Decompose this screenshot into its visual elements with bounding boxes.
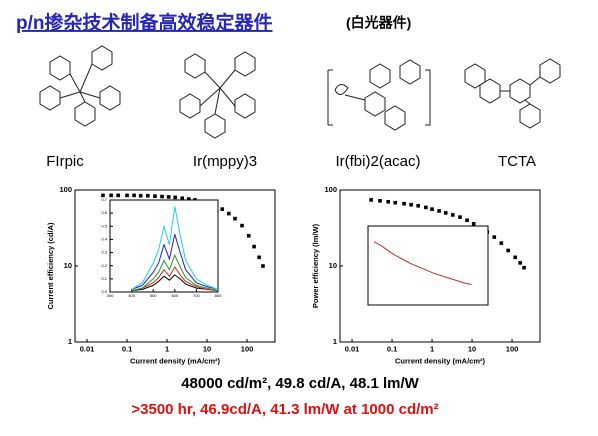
slide-title: p/n掺杂技术制备高效稳定器件 [16,11,273,34]
y-axis-label: Current efficiency (cd/A) [46,222,55,310]
data-point [116,193,120,198]
slide-subtitle: (白光器件) [346,15,411,31]
y-tick-label: 1 [68,337,72,346]
inset-frame [367,225,489,306]
data-point [369,198,373,202]
data-line [131,234,219,290]
data-point [458,215,462,219]
data-point [522,265,526,270]
data-line [131,266,219,292]
data-point [518,261,523,265]
y-tick-label: 0.6 [101,210,107,215]
molecule-label: Ir(fbi)2(acac) [335,153,420,170]
y-tick-label: 10 [64,261,72,270]
data-line [131,274,219,292]
data-point [378,199,382,203]
x-tick-label: 800 [215,293,222,298]
data-point [402,201,406,206]
data-point [187,197,191,201]
data-point [173,195,178,200]
data-point [166,195,171,199]
y-tick-label: 0.2 [101,263,107,268]
data-point [153,194,157,198]
summary-line: 48000 cd/m², 49.8 cd/A, 48.1 lm/W [181,375,419,392]
x-axis-label: Current density (mA/cm²) [395,356,486,365]
y-tick-label: 100 [324,185,337,194]
data-point [409,202,413,207]
y-tick-label: 0.7 [101,197,107,202]
x-axis-label: Current density (mA/cm²) [130,356,221,365]
data-point [465,218,469,223]
x-tick-label: 400 [128,293,135,298]
data-point [257,255,261,260]
y-tick-label: 0.0 [101,289,107,294]
y-tick-label: 0.1 [101,276,107,281]
data-point [393,200,398,205]
data-point [125,193,129,198]
y-tick-label: 100 [59,185,72,194]
data-point [416,203,420,208]
data-point [252,244,256,249]
data-point [443,211,448,215]
x-tick-label: 10 [203,344,211,353]
data-point [240,223,244,228]
x-tick-label: 100 [241,344,254,353]
x-tick-label: 0.1 [387,344,397,353]
data-line [131,253,219,292]
molecule-label: Ir(mppy)3 [193,153,257,170]
data-point [492,235,497,239]
data-line [131,206,219,290]
molecule-structures [39,45,561,139]
data-point [227,211,231,216]
data-point [437,209,441,213]
data-point [499,241,504,245]
data-point [138,193,143,198]
data-point [471,221,476,226]
x-tick-label: 700 [193,293,200,298]
data-point [233,216,237,221]
data-point [430,207,434,211]
molecule-label: FIrpic [46,153,84,170]
data-line [373,241,472,285]
y-axis-label: Power efficiency (lm/W) [311,223,320,308]
y-tick-label: 0.4 [101,236,107,241]
molecule-label: TCTA [498,153,536,170]
data-point [101,193,105,198]
x-tick-label: 600 [171,293,178,298]
y-tick-label: 1 [333,337,337,346]
data-point [450,213,455,217]
data-point [424,205,428,210]
y-tick-label: 0.3 [101,250,107,255]
data-point [132,193,136,198]
summary-line: >3500 hr, 46.9cd/A, 41.3 lm/W at 1000 cd… [131,401,438,418]
y-tick-label: 0.5 [101,223,107,228]
data-point [513,255,518,260]
data-point [261,264,265,268]
x-tick-label: 0.01 [345,344,360,353]
data-point [160,194,164,199]
x-tick-label: 0.01 [80,344,95,353]
x-tick-label: 100 [506,344,519,353]
data-point [145,193,150,198]
x-tick-label: 500 [150,293,157,298]
data-point [220,207,225,211]
x-tick-label: 1 [165,344,169,353]
data-point [246,233,251,238]
data-point [109,193,113,198]
data-point [386,199,390,204]
x-tick-label: 300 [107,293,114,298]
x-tick-label: 1 [430,344,434,353]
x-tick-label: 0.1 [122,344,132,353]
y-tick-label: 10 [329,261,337,270]
data-point [506,248,510,253]
data-point [180,196,185,201]
x-tick-label: 10 [468,344,476,353]
